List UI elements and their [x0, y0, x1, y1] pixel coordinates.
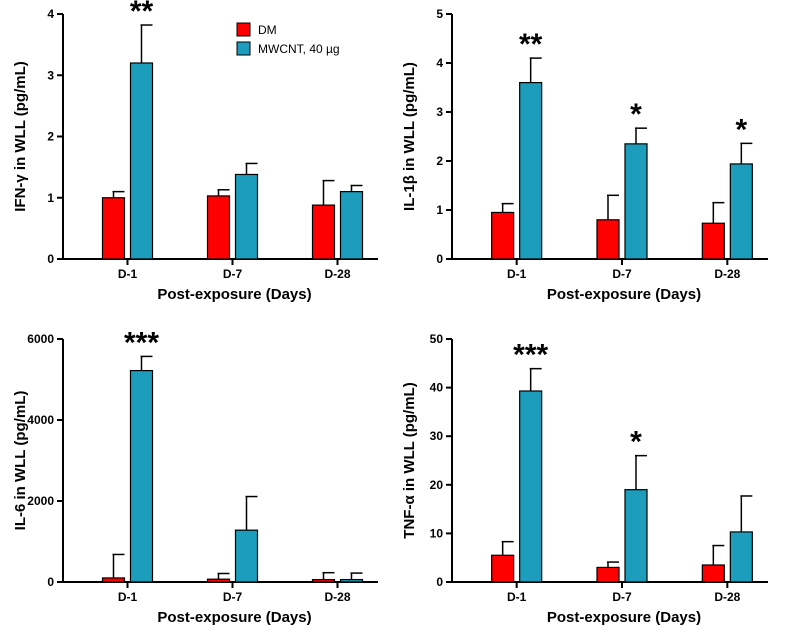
y-axis-title: TNF-α in WLL (pg/mL) [401, 382, 418, 538]
bar-mwcnt [339, 578, 364, 583]
y-axis-title: IL-6 in WLL (pg/mL) [12, 391, 29, 531]
bar-dm [311, 578, 336, 583]
y-tick-label: 0 [47, 575, 54, 589]
y-tick-label: 0 [436, 252, 443, 266]
y-tick-label: 6000 [27, 332, 54, 346]
x-tick-label: D-1 [507, 267, 527, 281]
significance-marker: *** [124, 326, 159, 359]
y-tick-label: 10 [430, 526, 444, 540]
bar-mwcnt [519, 81, 543, 260]
x-axis-title: Post-exposure (Days) [157, 286, 311, 303]
legend-swatch-dm [236, 22, 251, 37]
y-tick-label: 4000 [27, 413, 54, 427]
legend-label-mwcnt: MWCNT, 40 µg [258, 42, 340, 56]
y-axis-title: IL-1β in WLL (pg/mL) [401, 62, 418, 211]
bar-mwcnt [129, 62, 154, 260]
y-tick-label: 1 [436, 203, 443, 217]
bar-mwcnt [234, 173, 259, 260]
y-axis-title: IFN-γ in WLL (pg/mL) [12, 61, 29, 212]
x-tick-label: D-28 [324, 590, 350, 604]
bar-dm [596, 219, 620, 260]
y-tick-label: 5 [436, 7, 443, 21]
x-tick-label: D-1 [507, 590, 527, 604]
y-tick-label: 3 [47, 68, 54, 82]
y-tick-label: 30 [430, 429, 444, 443]
x-tick-label: D-1 [118, 590, 138, 604]
bar-mwcnt [339, 191, 364, 260]
bar-mwcnt [519, 390, 543, 583]
significance-marker: * [630, 426, 642, 459]
bar-dm [206, 195, 231, 260]
x-axis-title: Post-exposure (Days) [547, 286, 701, 303]
bar-dm [206, 578, 231, 583]
bar-mwcnt [624, 143, 648, 260]
chart-panel-3: 0 2000 4000 6000 IL-6 in WLL (pg/mL) Post-exp… [12, 326, 378, 626]
x-tick-label: D-28 [714, 267, 740, 281]
bar-dm [701, 564, 725, 583]
bar-mwcnt [234, 529, 259, 583]
legend-swatch-mwcnt [236, 41, 251, 56]
y-tick-label: 2 [47, 130, 54, 144]
legend-label-dm: DM [258, 23, 277, 37]
x-tick-label: D-1 [118, 267, 138, 281]
x-axis-title: Post-exposure (Days) [547, 609, 701, 626]
legend: DM MWCNT, 40 µg [236, 22, 340, 56]
chart-panel-2: 0 1 2 3 4 5 IL-1β in WLL (pg/mL) Post-exposure … [401, 7, 768, 303]
x-tick-label: D-7 [612, 590, 632, 604]
bar-mwcnt [729, 531, 753, 583]
bar-dm [491, 554, 515, 583]
bar-mwcnt [624, 489, 648, 583]
bar-dm [311, 204, 336, 260]
x-axis-title: Post-exposure (Days) [157, 609, 311, 626]
y-tick-label: 0 [436, 575, 443, 589]
y-tick-label: 50 [430, 332, 444, 346]
bar-mwcnt [129, 369, 154, 583]
bar-dm [701, 222, 725, 260]
bar-dm [596, 566, 620, 583]
y-tick-label: 4 [436, 56, 443, 70]
chart-panel-4: 0 10 20 30 40 50 TNF-α in WLL (pg/mL) Post-expo… [401, 332, 768, 626]
y-tick-label: 2000 [27, 494, 54, 508]
y-tick-label: 2 [436, 154, 443, 168]
bar-mwcnt [729, 163, 753, 260]
bar-dm [101, 197, 126, 260]
y-tick-label: 40 [430, 381, 444, 395]
significance-marker: * [630, 98, 642, 131]
y-tick-label: 20 [430, 478, 444, 492]
y-tick-label: 4 [47, 7, 54, 21]
significance-marker: ** [519, 28, 543, 61]
bar-dm [491, 211, 515, 260]
x-tick-label: D-28 [714, 590, 740, 604]
y-tick-label: 1 [47, 191, 54, 205]
x-tick-label: D-7 [223, 590, 243, 604]
significance-marker: *** [513, 339, 548, 372]
x-tick-label: D-28 [324, 267, 350, 281]
x-tick-label: D-7 [223, 267, 243, 281]
significance-marker: * [735, 113, 747, 146]
y-tick-label: 0 [47, 252, 54, 266]
significance-marker: ** [130, 0, 154, 28]
chart-panel-1: 0 1 2 3 4 IFN-γ in WLL (pg/mL) Post-exposure (… [12, 0, 378, 303]
x-tick-label: D-7 [612, 267, 632, 281]
bar-dm [101, 577, 126, 583]
y-tick-label: 3 [436, 105, 443, 119]
